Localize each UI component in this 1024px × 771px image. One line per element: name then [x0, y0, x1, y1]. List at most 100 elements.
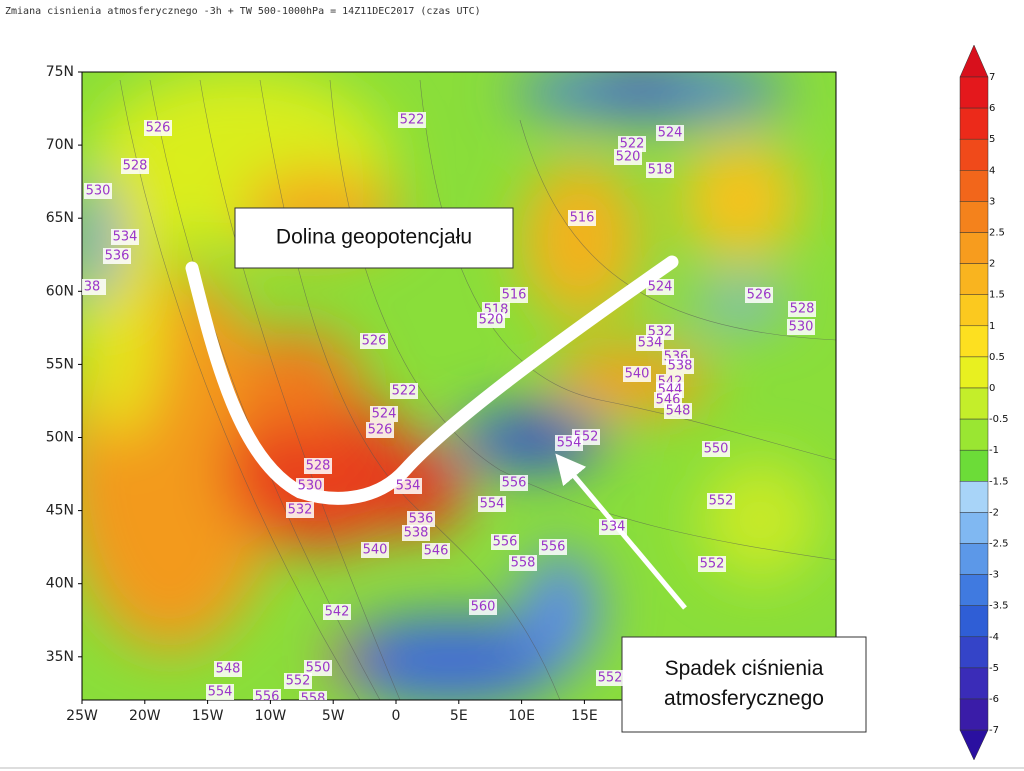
contour-label: 538 — [404, 526, 429, 541]
contour-label: 540 — [625, 367, 650, 382]
contour-label-bg — [121, 158, 149, 174]
colorbar-label: -5 — [989, 663, 999, 674]
contour-label-bg — [469, 599, 497, 615]
contour-label-bg — [787, 319, 815, 335]
contour-label-bg — [144, 120, 172, 136]
contour-label-bg — [304, 458, 332, 474]
lon-label: 5W — [322, 708, 345, 724]
contour-label-bg — [788, 301, 816, 317]
contour-label: 524 — [658, 126, 683, 141]
contour-label: 554 — [208, 685, 233, 700]
colorbar-label: 5 — [989, 134, 995, 145]
contour-label: 522 — [400, 113, 425, 128]
lon-label: 15W — [192, 708, 224, 724]
colorbar-segment — [959, 107, 989, 140]
lat-label: 35N — [46, 649, 74, 665]
contour-label-bg — [500, 475, 528, 491]
colorbar-segment — [959, 449, 989, 482]
annotation-text: atmosferycznego — [664, 687, 824, 710]
colorbar-label: -3.5 — [989, 601, 1009, 612]
contour-label-bg — [111, 229, 139, 245]
contour-label-bg — [103, 248, 131, 264]
contour-label: 540 — [363, 543, 388, 558]
colorbar-segment — [959, 294, 989, 327]
contour-label-bg — [407, 511, 435, 527]
colorbar-label: -1 — [989, 445, 999, 456]
colorbar-label: -3 — [989, 570, 999, 581]
contour-label-bg — [656, 125, 684, 141]
contour-label: 530 — [789, 320, 814, 335]
lon-label: 20W — [129, 708, 161, 724]
annotation-text: Dolina geopotencjału — [276, 226, 472, 249]
contour-label-bg — [286, 502, 314, 518]
contour-label-bg — [370, 406, 398, 422]
contour-label-bg — [702, 441, 730, 457]
contour-label-bg — [707, 493, 735, 509]
contour-label: 560 — [471, 600, 496, 615]
contour-label: 534 — [113, 230, 138, 245]
contour-label: 528 — [306, 459, 331, 474]
contour-label: 526 — [146, 121, 171, 136]
contour-label: 548 — [216, 662, 241, 677]
contour-label-bg — [366, 422, 394, 438]
colorbar-label: 0 — [989, 383, 995, 394]
colorbar-label: -2.5 — [989, 539, 1009, 550]
contour-label-bg — [599, 519, 627, 535]
arrow — [555, 453, 687, 610]
colorbar-segment — [959, 387, 989, 420]
contour-label: 556 — [541, 540, 566, 555]
colorbar-label: 7 — [989, 72, 995, 83]
contour-label: 542 — [325, 605, 350, 620]
colorbar-segment — [959, 543, 989, 575]
contour-label-bg — [284, 673, 312, 689]
contour-label: 516 — [502, 288, 527, 303]
colorbar-segment — [959, 605, 989, 638]
colorbar-label: -4 — [989, 632, 999, 643]
contour-label: 38 — [84, 280, 101, 295]
contour-label: 546 — [424, 544, 449, 559]
contour-label: 558 — [511, 556, 536, 571]
contour-labels: 5265225285305345363852452252051851652452… — [82, 112, 816, 700]
contour-label-bg — [646, 279, 674, 295]
contour-label: 516 — [570, 211, 595, 226]
lon-label: 15E — [571, 708, 598, 724]
colorbar-label: 6 — [989, 103, 995, 114]
colorbar-label: 1.5 — [989, 290, 1005, 301]
contour-label: 528 — [790, 302, 815, 317]
contour-label-bg — [402, 525, 430, 541]
contour-label: 550 — [704, 442, 729, 457]
colorbar-segment — [959, 667, 989, 700]
contour-label-bg — [555, 435, 583, 451]
contour-label-bg — [361, 542, 389, 558]
colorbar-label: -1.5 — [989, 476, 1009, 487]
colorbar-segment — [959, 138, 989, 171]
colorbar-label: -6 — [989, 694, 999, 705]
colorbar-segment — [959, 636, 989, 669]
contour-label: 556 — [502, 476, 527, 491]
contour-label-bg — [398, 112, 426, 128]
contour-label: 554 — [480, 497, 505, 512]
contour-label: 526 — [362, 334, 387, 349]
contour-label: 518 — [648, 163, 673, 178]
contour-label: 536 — [105, 249, 130, 264]
contour-label-bg — [491, 534, 519, 550]
annotation-box — [234, 207, 514, 269]
colorbar-label: 0.5 — [989, 352, 1005, 363]
contour-label-bg — [698, 556, 726, 572]
colorbar-label: 3 — [989, 196, 995, 207]
lon-label: 25W — [66, 708, 98, 724]
contour-label: 552 — [709, 494, 734, 509]
lon-label: 10E — [508, 708, 535, 724]
contour-label-bg — [82, 279, 106, 295]
colorbar-top — [959, 44, 989, 78]
contour-label-bg — [568, 210, 596, 226]
lat-label: 75N — [46, 64, 74, 80]
contour-label-bg — [618, 136, 646, 152]
contour-label-bg — [390, 383, 418, 399]
contour-label: 552 — [286, 674, 311, 689]
colorbar-segment — [959, 574, 989, 606]
contour-label: 524 — [372, 407, 397, 422]
colorbar-segment — [959, 170, 989, 202]
contour-label-bg — [360, 333, 388, 349]
